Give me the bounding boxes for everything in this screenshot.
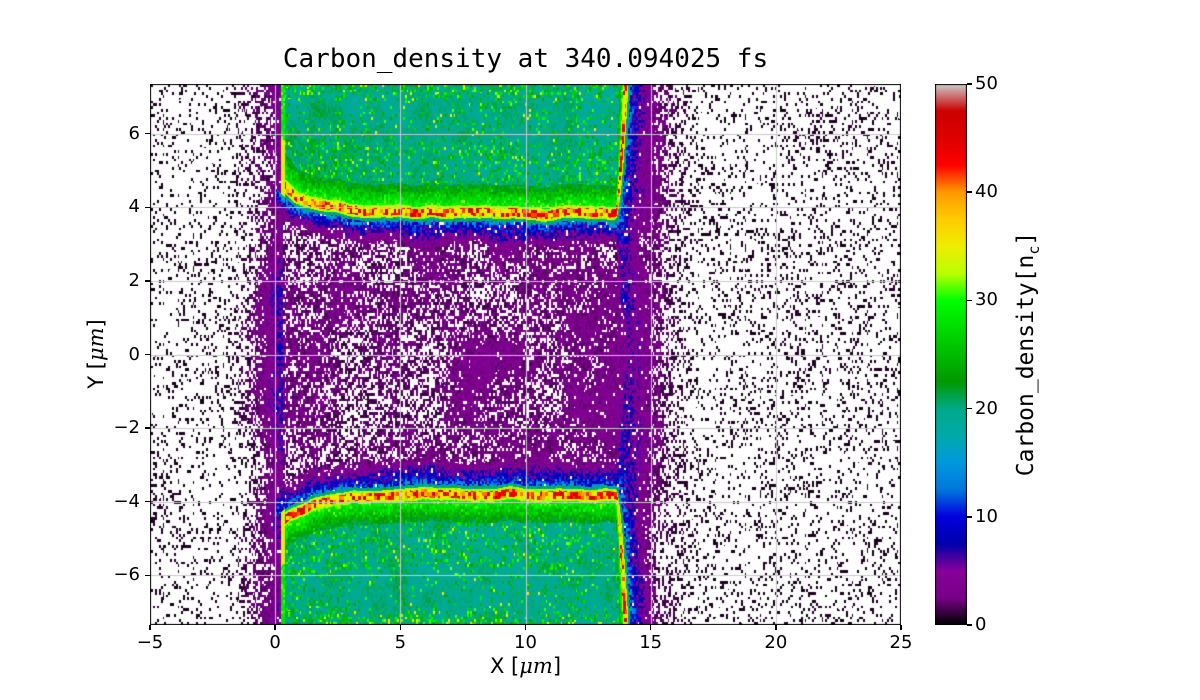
x-tick	[900, 625, 902, 630]
x-tick	[775, 625, 777, 630]
y-tick	[145, 353, 150, 356]
x-axis-label: X [μm]	[150, 654, 901, 678]
x-tick-label: 25	[889, 632, 913, 653]
x-tick-label: −5	[136, 632, 164, 653]
heatmap-canvas	[150, 84, 901, 625]
colorbar-tick	[967, 299, 972, 302]
y-tick-label: 2	[128, 269, 140, 291]
y-tick-label: 4	[128, 196, 140, 218]
y-tick	[145, 427, 150, 429]
y-tick	[145, 206, 150, 209]
x-axis-mu-unit: μm	[519, 654, 553, 678]
x-tick-label: 5	[394, 632, 407, 653]
chart-title: Carbon_density at 340.094025 fs	[282, 44, 769, 74]
colorbar-tick-label: 50	[975, 73, 998, 94]
colorbar-tick	[967, 516, 972, 518]
y-axis-label-close: ]	[84, 319, 108, 328]
x-tick-label: 0	[269, 632, 281, 653]
colorbar-tick	[967, 624, 972, 626]
y-tick	[145, 500, 150, 503]
x-axis-label-close: ]	[552, 654, 562, 678]
colorbar-tick-label: 20	[975, 397, 998, 419]
y-tick-label: 0	[128, 343, 140, 365]
x-tick-label: 10	[514, 632, 537, 653]
colorbar-label-close: ]	[1013, 231, 1040, 246]
x-tick-label: 20	[764, 632, 788, 653]
y-tick-label: −4	[113, 490, 140, 512]
x-axis-label-text: X [	[489, 654, 520, 678]
colorbar-label: Carbon_density[nc]	[1013, 232, 1043, 476]
colorbar-label-text: Carbon_density[n	[1013, 254, 1040, 477]
colorbar-gradient	[935, 84, 967, 625]
colorbar-tick	[967, 191, 972, 193]
colorbar-tick-label: 10	[975, 505, 998, 527]
x-tick-label: 15	[639, 632, 663, 653]
colorbar-tick-label: 30	[975, 289, 998, 311]
x-tick	[399, 625, 402, 630]
colorbar-tick-label: 0	[975, 614, 987, 635]
y-tick	[145, 574, 150, 577]
colorbar-tick	[967, 407, 972, 410]
x-tick	[274, 625, 276, 630]
y-tick-label: −6	[113, 564, 140, 586]
colorbar-tick-label: 40	[975, 181, 998, 203]
y-tick	[145, 132, 150, 135]
x-tick	[524, 625, 527, 630]
y-tick-label: −2	[113, 417, 140, 439]
colorbar-tick	[967, 83, 972, 85]
x-tick	[149, 625, 151, 630]
colorbar-label-subscript: c	[1024, 245, 1043, 255]
x-tick	[649, 625, 652, 630]
y-tick	[145, 280, 150, 282]
y-tick-label: 6	[128, 122, 140, 144]
